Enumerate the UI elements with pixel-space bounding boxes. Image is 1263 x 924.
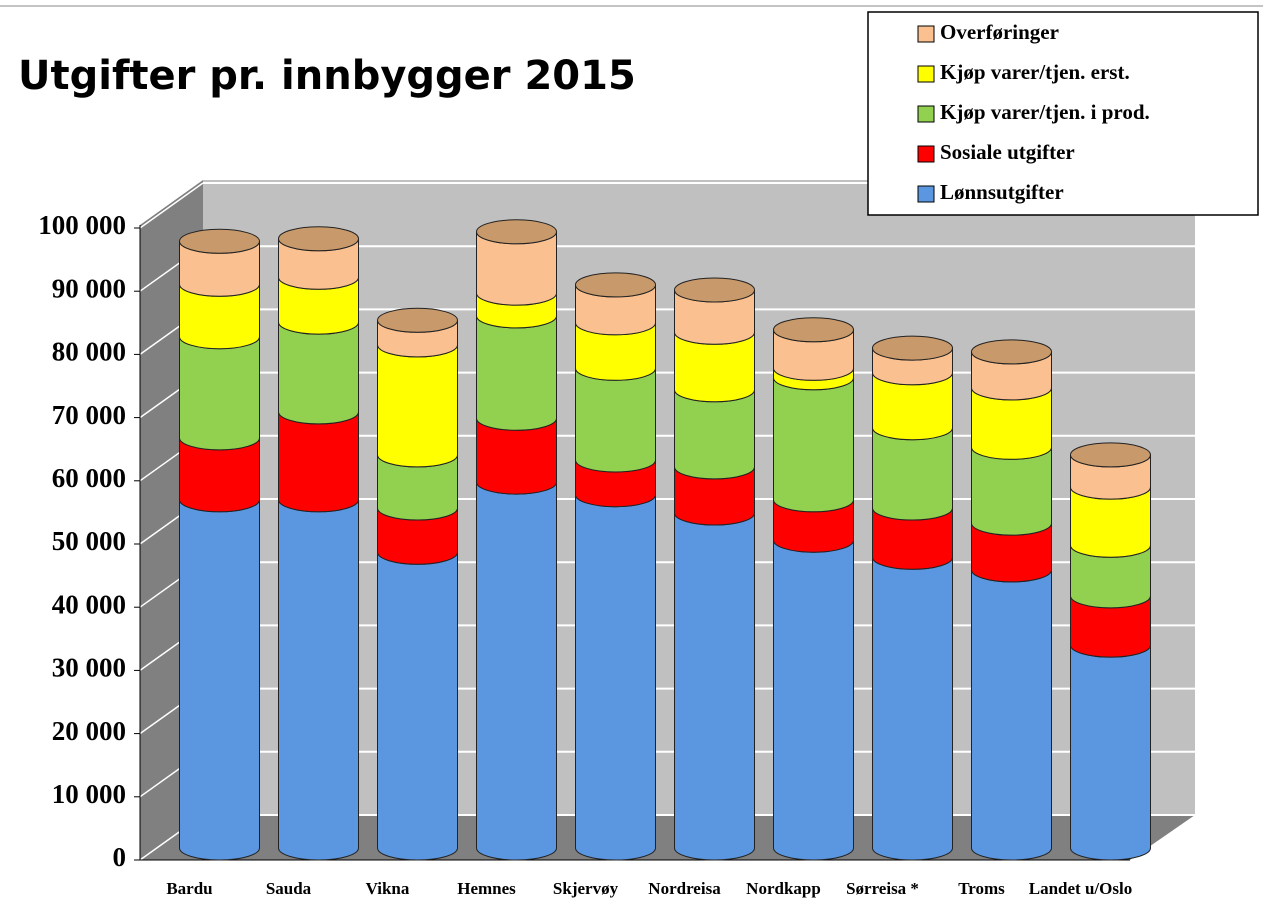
legend-swatch <box>917 145 935 163</box>
y-tick-label: 60 000 <box>52 463 126 493</box>
x-tick-label: Vikna <box>366 879 410 898</box>
bar-segment <box>872 427 953 521</box>
cylinder-top <box>179 228 260 254</box>
bar-segment <box>674 512 755 861</box>
x-tick-label: Hemnes <box>457 879 516 898</box>
cylinder-top <box>773 317 854 343</box>
x-tick-label: Bardu <box>166 879 212 898</box>
legend-label: Kjøp varer/tjen. i prod. <box>940 100 1150 124</box>
bar-segment <box>575 494 656 861</box>
legend-swatch <box>917 25 935 43</box>
bar-segment <box>476 315 557 431</box>
bar-segment <box>773 540 854 861</box>
bar-segment <box>179 499 260 861</box>
bar-segment <box>1070 645 1151 861</box>
x-tick-label: Landet u/Oslo <box>1029 879 1132 898</box>
x-tick-label: Nordreisa <box>648 879 721 898</box>
y-tick-label: 10 000 <box>52 779 126 809</box>
y-tick-label: 20 000 <box>52 716 126 746</box>
bar-segment <box>476 482 557 861</box>
bar-segment <box>179 336 260 451</box>
cylinder-top <box>278 226 359 252</box>
x-tick-label: Sauda <box>266 879 312 898</box>
bar-segment <box>971 447 1052 536</box>
bar-segment <box>278 322 359 425</box>
y-tick-label: 0 <box>113 842 127 872</box>
y-tick-label: 90 000 <box>52 273 126 303</box>
x-tick-label: Sørreisa * <box>846 879 919 898</box>
bar-segment <box>377 344 458 468</box>
chart-title: Utgifter pr. innbygger 2015 <box>18 53 636 99</box>
cylinder-top <box>575 272 656 298</box>
cylinder-top <box>971 339 1052 365</box>
bar-segment <box>278 411 359 513</box>
x-tick-label: Troms <box>958 879 1005 898</box>
y-tick-label: 80 000 <box>52 337 126 367</box>
cylinder-top <box>872 335 953 361</box>
bar-segment <box>971 569 1052 861</box>
cylinder-top <box>476 219 557 245</box>
bar-segment <box>872 557 953 861</box>
y-tick-label: 30 000 <box>52 653 126 683</box>
bar-segment <box>575 368 656 473</box>
bar-segment <box>377 552 458 861</box>
grid-line-side <box>139 182 204 229</box>
y-tick-label: 70 000 <box>52 400 126 430</box>
legend-label: Lønnsutgifter <box>940 180 1064 204</box>
legend-swatch <box>917 185 935 203</box>
x-tick-label: Skjervøy <box>553 879 619 898</box>
legend-swatch <box>917 105 935 123</box>
bar-segment <box>674 389 755 480</box>
cylinder-top <box>377 307 458 333</box>
bar-segment <box>278 499 359 861</box>
y-tick-label: 40 000 <box>52 589 126 619</box>
legend-label: Overføringer <box>940 20 1059 44</box>
cylinder-top <box>1070 442 1151 468</box>
y-tick-label: 100 000 <box>38 210 126 240</box>
y-tick-label: 50 000 <box>52 526 126 556</box>
legend-label: Kjøp varer/tjen. erst. <box>940 60 1130 84</box>
legend-label: Sosiale utgifter <box>940 140 1075 164</box>
legend-swatch <box>917 65 935 83</box>
bar-segment <box>773 377 854 513</box>
cylinder-top <box>674 277 755 303</box>
x-tick-label: Nordkapp <box>746 879 821 898</box>
